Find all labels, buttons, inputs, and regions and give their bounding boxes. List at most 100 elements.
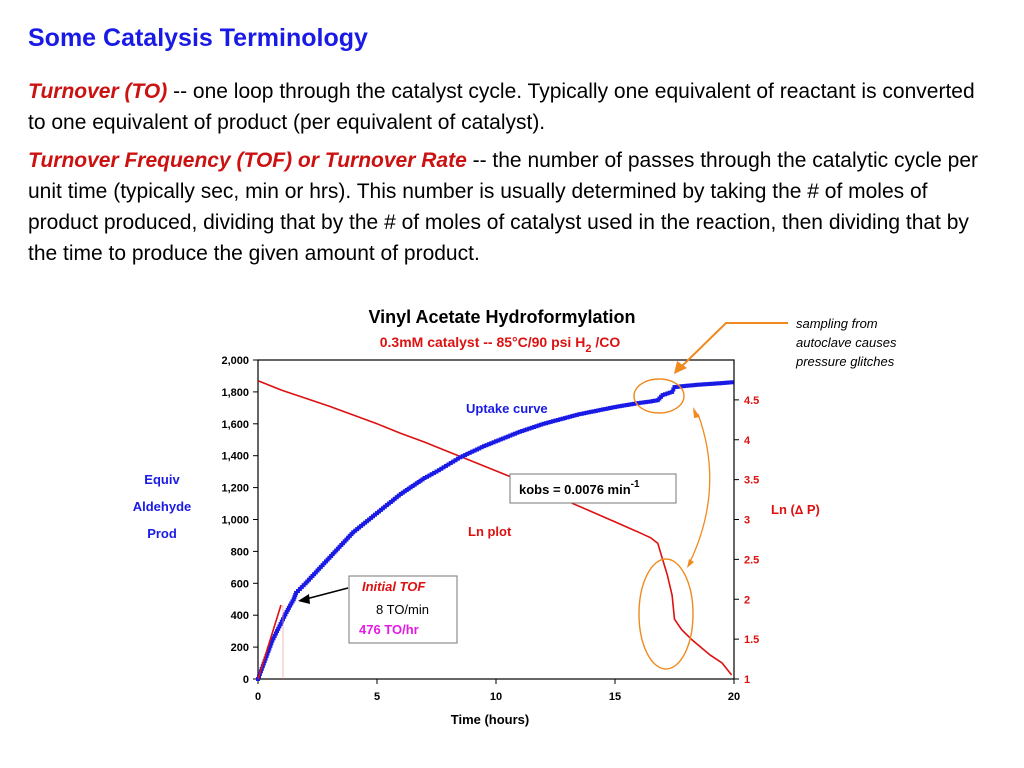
- y-label-line-3: Prod: [147, 526, 177, 541]
- uptake-point: [722, 380, 727, 385]
- glitch-connector: [689, 413, 711, 563]
- uptake-point: [277, 624, 282, 629]
- uptake-point: [572, 413, 577, 418]
- initial-tof-slope-line: [257, 604, 282, 680]
- uptake-point: [724, 380, 729, 385]
- uptake-point: [429, 472, 434, 477]
- uptake-point: [596, 408, 601, 413]
- uptake-point: [505, 434, 510, 439]
- uptake-point: [503, 435, 508, 440]
- y2-tick-label: 4.5: [744, 395, 759, 407]
- uptake-point: [651, 399, 656, 403]
- uptake-point: [584, 410, 589, 415]
- uptake-point: [448, 461, 453, 465]
- uptake-point: [275, 629, 279, 634]
- kobs-box: [509, 473, 677, 504]
- tof-definition: Turnover Frequency (TOF) or Turnover Rat…: [28, 145, 988, 269]
- uptake-point: [261, 661, 266, 666]
- connector-arrowhead-top: [693, 407, 700, 418]
- uptake-point: [494, 439, 498, 444]
- uptake-point: [717, 381, 722, 386]
- uptake-point: [708, 381, 713, 386]
- y-label-line-2: Aldehyde: [133, 499, 192, 514]
- uptake-point: [703, 382, 708, 387]
- tof-text: -- the number of passes through the cata…: [28, 149, 979, 265]
- y-tick-label: 0: [243, 674, 249, 686]
- subtitle-main: 0.3mM catalyst -- 85°C/90 psi H: [380, 334, 586, 350]
- uptake-point: [594, 408, 598, 413]
- uptake-point: [482, 444, 487, 449]
- uptake-point: [279, 619, 284, 624]
- uptake-point: [486, 442, 491, 447]
- turnover-term: Turnover (TO): [28, 80, 168, 103]
- y2-axis-label: Ln (∆ P): [771, 502, 820, 517]
- subtitle-subscript: 2: [585, 343, 591, 355]
- uptake-point: [284, 610, 289, 614]
- uptake-point: [484, 443, 489, 448]
- uptake-point: [691, 383, 696, 388]
- chart-title: Vinyl Acetate Hydroformylation: [368, 307, 635, 327]
- uptake-point: [267, 646, 272, 651]
- x-tick-label: 15: [609, 691, 621, 703]
- y2-axis-ticks: 1 1.5 2 2.5 3 3.5 4 4.5: [734, 395, 759, 686]
- uptake-point: [686, 383, 691, 388]
- y2-tick-label: 1.5: [744, 634, 759, 646]
- glitch-ellipse-top: [633, 378, 685, 414]
- y2-label-pre: Ln (: [771, 502, 795, 517]
- note-line-2: autoclave causes: [796, 335, 897, 350]
- y2-tick-label: 3: [744, 515, 750, 527]
- uptake-point: [491, 440, 496, 445]
- uptake-point: [577, 412, 582, 417]
- uptake-point: [620, 403, 625, 408]
- chart-subtitle: 0.3mM catalyst -- 85°C/90 psi H2 /CO: [380, 334, 621, 355]
- y-tick-label: 1,200: [221, 483, 249, 495]
- uptake-point: [648, 399, 653, 404]
- x-tick-label: 20: [728, 691, 740, 703]
- ln-plot-label: Ln plot: [468, 524, 512, 539]
- x-axis-label: Time (hours): [451, 712, 530, 727]
- uptake-point: [472, 448, 477, 453]
- uptake-point: [646, 399, 651, 404]
- y2-label-post: P): [803, 502, 820, 517]
- uptake-point: [553, 418, 558, 423]
- tof-arrowhead: [298, 594, 310, 604]
- delta-symbol: ∆: [795, 503, 804, 517]
- uptake-point: [522, 428, 527, 433]
- uptake-point: [291, 597, 296, 602]
- uptake-point: [684, 383, 689, 388]
- uptake-point: [270, 638, 275, 643]
- uptake-point: [667, 390, 672, 395]
- uptake-point: [689, 383, 694, 388]
- uptake-point: [463, 453, 468, 458]
- uptake-point: [693, 382, 698, 387]
- y-tick-label: 800: [231, 546, 249, 558]
- uptake-point: [496, 438, 501, 443]
- uptake-point: [427, 473, 432, 478]
- uptake-point: [513, 431, 517, 436]
- uptake-point: [601, 407, 606, 412]
- uptake-point: [290, 599, 295, 604]
- uptake-point: [508, 433, 513, 438]
- uptake-point: [615, 404, 620, 409]
- uptake-point: [641, 400, 646, 405]
- x-tick-label: 10: [490, 691, 502, 703]
- uptake-point: [546, 420, 551, 425]
- uptake-point: [536, 423, 541, 428]
- y-axis-ticks: 0 200 400 600 800 1,000 1,200 1,400 1,600 1,800 2,…: [221, 355, 258, 686]
- y-tick-label: 600: [231, 578, 249, 590]
- uptake-point: [632, 401, 636, 406]
- uptake-point: [674, 384, 679, 389]
- uptake-point: [283, 612, 288, 617]
- initial-tof-box: [348, 575, 458, 644]
- slide-title: Some Catalysis Terminology: [28, 24, 368, 52]
- x-tick-label: 0: [255, 691, 261, 703]
- uptake-point: [432, 470, 437, 475]
- uptake-point: [441, 465, 446, 470]
- uptake-point: [570, 414, 575, 419]
- y-axis-label: Equiv Aldehyde Prod: [133, 472, 192, 541]
- uptake-point: [265, 651, 270, 656]
- note-callout-arrowhead: [674, 361, 687, 374]
- uptake-point: [679, 384, 684, 389]
- uptake-point: [613, 405, 617, 410]
